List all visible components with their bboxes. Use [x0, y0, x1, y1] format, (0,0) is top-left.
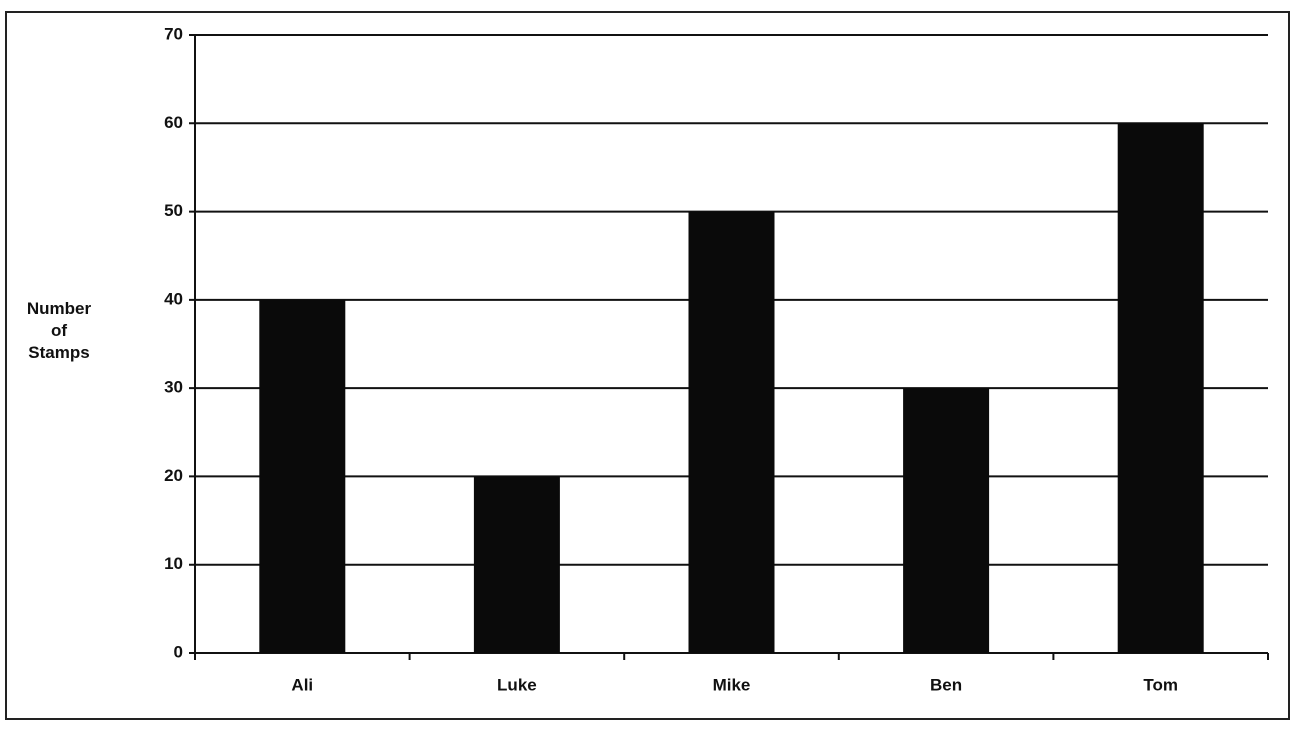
x-tick-label: Tom — [1143, 675, 1178, 694]
x-tick-label: Ben — [930, 675, 962, 694]
chart-frame — [5, 11, 1290, 720]
bar — [688, 211, 775, 654]
x-tick-label: Mike — [713, 675, 751, 694]
bar — [473, 476, 560, 653]
y-tick-label: 30 — [164, 378, 183, 397]
x-tick-label: Luke — [497, 675, 537, 694]
y-tick-label: 40 — [164, 289, 183, 308]
bar — [259, 299, 346, 653]
bar — [903, 388, 990, 653]
y-tick-label: 70 — [164, 24, 183, 43]
bar — [1117, 123, 1204, 654]
y-tick-label: 20 — [164, 466, 183, 485]
y-axis-label: Number of Stamps — [26, 299, 92, 362]
y-tick-label: 50 — [164, 201, 183, 220]
y-tick-label: 60 — [164, 113, 183, 132]
y-tick-label: 10 — [164, 554, 183, 573]
x-tick-label: Ali — [291, 675, 313, 694]
y-tick-label: 0 — [174, 642, 183, 661]
